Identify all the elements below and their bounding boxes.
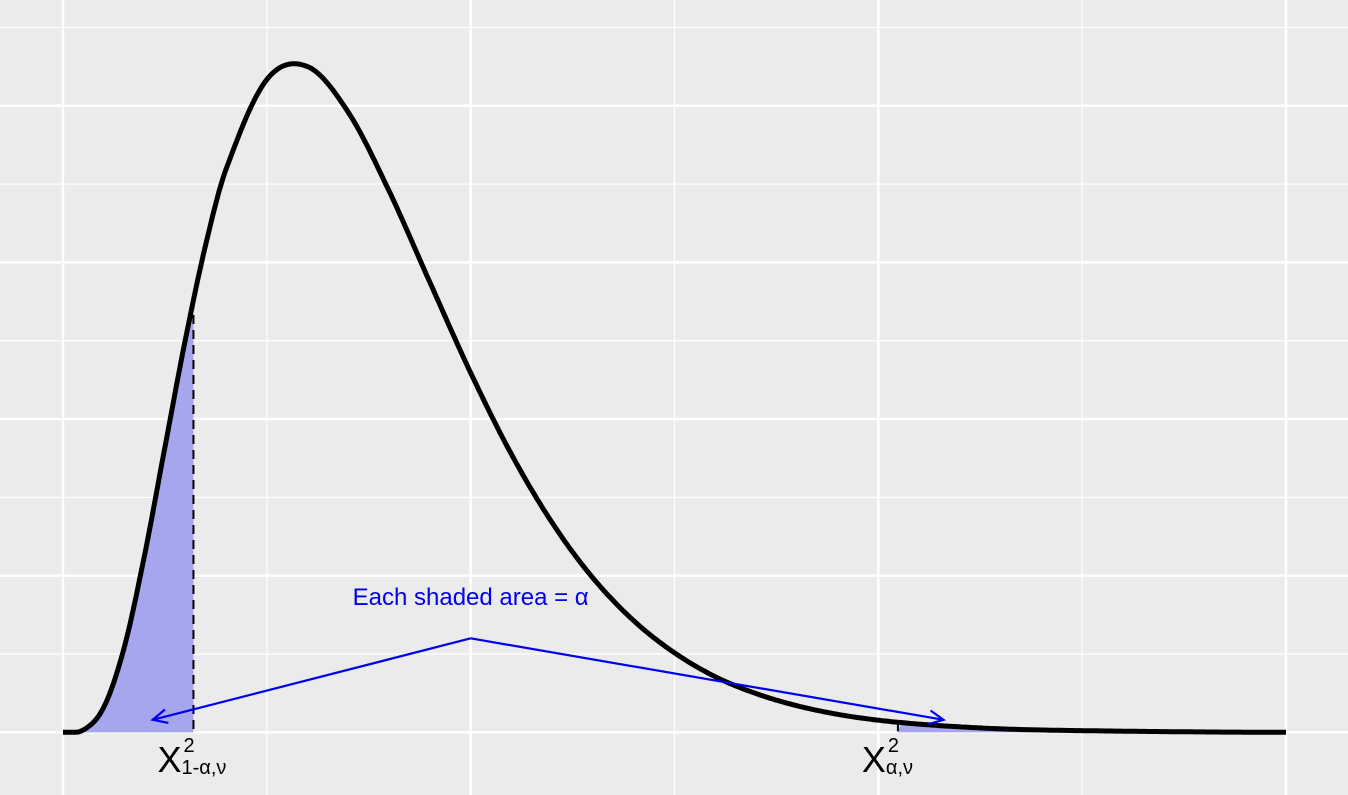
critical-value-sup-0: 2 — [183, 735, 194, 757]
arrow-line-0 — [152, 637, 471, 721]
arrow-line-1 — [470, 637, 944, 721]
density-curve — [62, 61, 1286, 735]
critical-value-labels: X1-α,ν2 Xα,ν2 — [157, 735, 913, 780]
shaded-area-0 — [63, 300, 194, 733]
arrow-head-1 — [927, 709, 947, 726]
critical-value-label-0: X1-α,ν — [157, 739, 226, 780]
arrow-head-0 — [150, 708, 169, 725]
critical-value-label-1: Xα,ν — [862, 739, 913, 780]
annotation-arrows — [150, 637, 947, 726]
critical-value-sup-1: 2 — [888, 735, 899, 757]
annotation-text: Each shaded area = α — [353, 584, 589, 611]
